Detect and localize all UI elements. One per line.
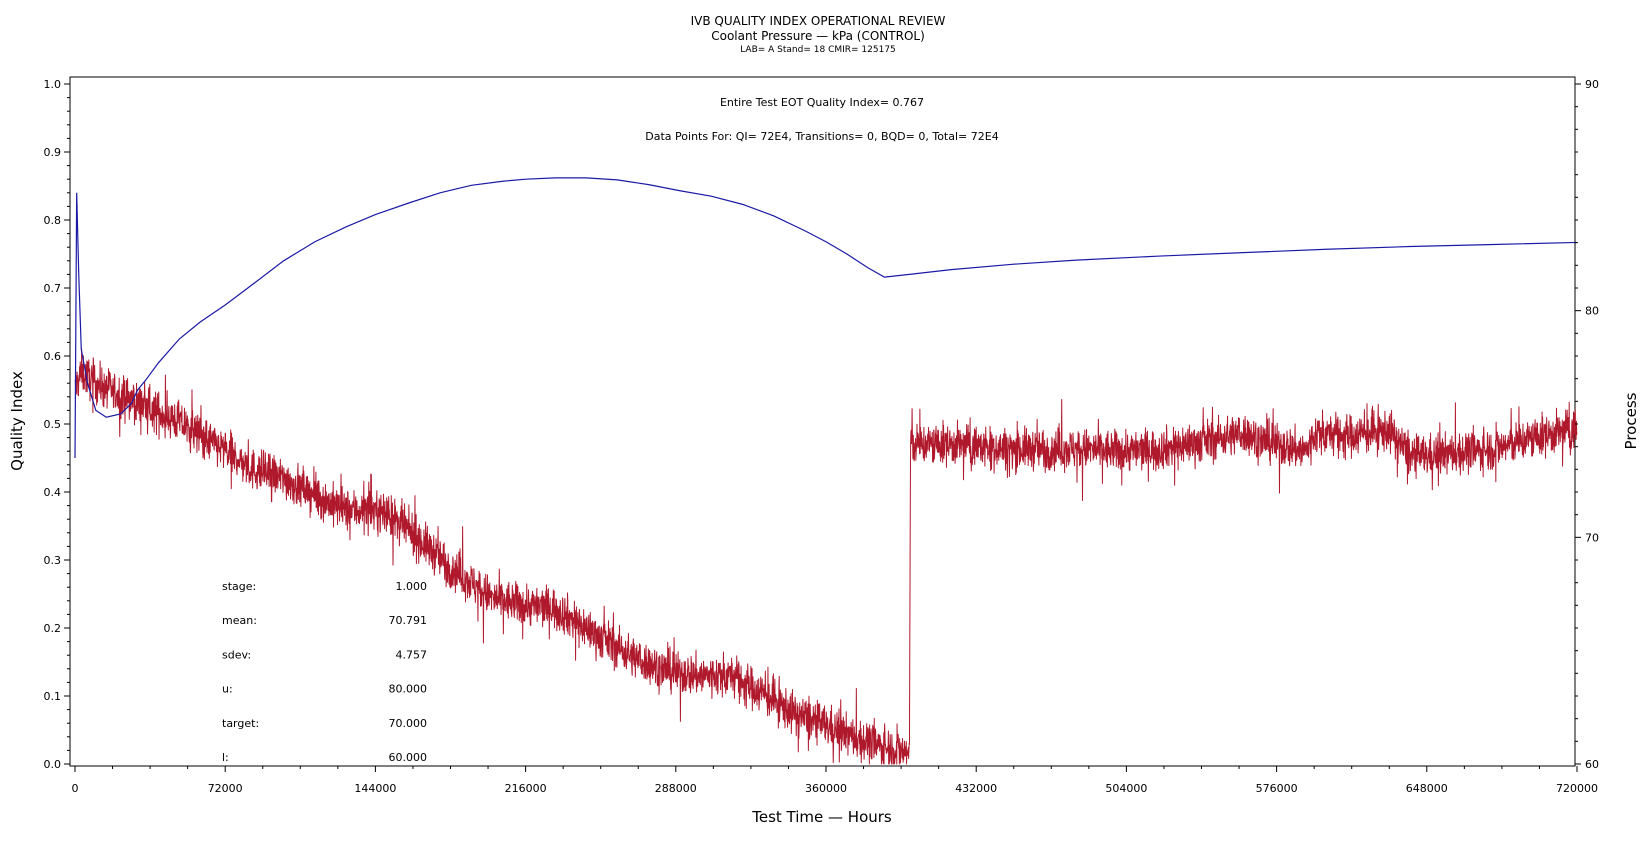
y-left-tick-label: 0.8 <box>44 214 62 227</box>
stat-value: 70.791 <box>389 614 428 627</box>
chart-title: IVB QUALITY INDEX OPERATIONAL REVIEW <box>691 14 946 28</box>
y-axis-label-left: Quality Index <box>8 371 26 471</box>
eot-annotation: Entire Test EOT Quality Index= 0.767 <box>720 96 924 109</box>
x-tick-label: 720000 <box>1556 782 1598 795</box>
x-tick-label: 504000 <box>1105 782 1147 795</box>
x-tick-label: 288000 <box>655 782 697 795</box>
y-left-tick-label: 0.0 <box>44 758 62 771</box>
x-tick-label: 648000 <box>1406 782 1448 795</box>
y-right-tick-label: 70 <box>1585 531 1599 544</box>
x-tick-label: 576000 <box>1256 782 1298 795</box>
y-left-tick-label: 0.6 <box>44 350 62 363</box>
chart-subtitle: Coolant Pressure — kPa (CONTROL) <box>711 29 925 43</box>
x-axis-label: Test Time — Hours <box>751 808 892 826</box>
stat-label: l: <box>222 751 229 764</box>
stats-block: stage: 1.000 mean: 70.791 sdev: 4.757 u: 80.000… <box>222 580 427 764</box>
stat-value: 70.000 <box>389 717 428 730</box>
quality-index-series-line <box>74 177 1578 459</box>
y-right-tick-label: 60 <box>1585 758 1599 771</box>
stat-label: u: <box>222 683 233 696</box>
stat-label: stage: <box>222 580 256 593</box>
data-points-annotation: Data Points For: QI= 72E4, Transitions= … <box>645 130 998 143</box>
plot-area <box>69 76 1576 767</box>
x-tick-label: 72000 <box>208 782 243 795</box>
tick-layer: 0 72000 144000 216000 288000 360000 432000 5040… <box>44 78 1600 795</box>
y-left-tick-label: 0.1 <box>44 690 62 703</box>
y-left-tick-label: 0.3 <box>44 554 62 567</box>
x-tick-label: 144000 <box>354 782 396 795</box>
stat-label: sdev: <box>222 648 251 661</box>
y-left-tick-label: 0.2 <box>44 622 62 635</box>
y-left-tick-label: 1.0 <box>44 78 62 91</box>
stat-label: target: <box>222 717 259 730</box>
stat-value: 4.757 <box>396 648 428 661</box>
chart-subtitle-2: LAB= A Stand= 18 CMIR= 125175 <box>740 45 896 55</box>
y-left-tick-label: 0.5 <box>44 418 62 431</box>
stat-value: 60.000 <box>389 751 428 764</box>
x-tick-label: 360000 <box>805 782 847 795</box>
x-tick-label: 0 <box>72 782 79 795</box>
stat-value: 80.000 <box>389 683 428 696</box>
y-right-tick-label: 80 <box>1585 305 1599 318</box>
x-tick-label: 216000 <box>505 782 547 795</box>
y-left-tick-label: 0.7 <box>44 282 62 295</box>
y-axis-label-right: Process <box>1622 392 1640 449</box>
y-right-tick-label: 90 <box>1585 78 1599 91</box>
stat-label: mean: <box>222 614 257 627</box>
y-left-tick-label: 0.9 <box>44 146 62 159</box>
x-tick-label: 432000 <box>955 782 997 795</box>
y-left-tick-label: 0.4 <box>44 486 62 499</box>
series-layer <box>74 177 1578 765</box>
process-series-line <box>74 348 1578 765</box>
stat-value: 1.000 <box>396 580 428 593</box>
